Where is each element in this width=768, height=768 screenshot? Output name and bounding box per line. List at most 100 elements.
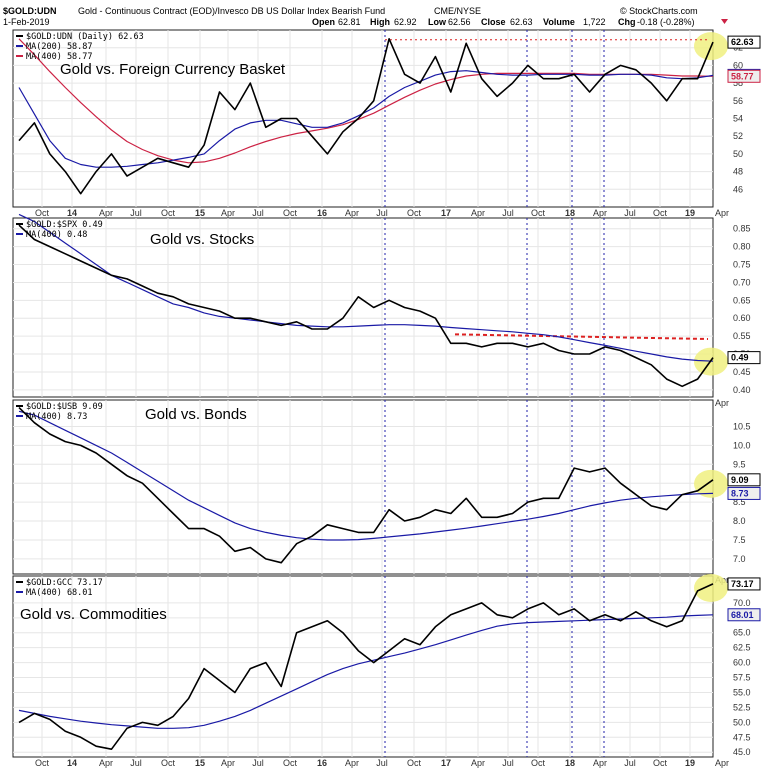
legend-entry: MA(200) 58.87 bbox=[26, 42, 93, 52]
value-badge-label: 62.63 bbox=[731, 37, 754, 47]
x-tick-label: Oct bbox=[161, 758, 176, 768]
chart-panel-2: 0.400.450.500.550.600.650.700.750.800.85… bbox=[12, 213, 761, 408]
y-tick-label: 50.0 bbox=[733, 717, 751, 727]
x-tick-label: Apr bbox=[345, 208, 359, 218]
y-tick-label: 0.70 bbox=[733, 277, 751, 287]
legend-entry: MA(400) 0.48 bbox=[26, 230, 87, 240]
x-tick-label: Oct bbox=[161, 208, 176, 218]
series-line-ma-400 bbox=[18, 614, 714, 729]
x-tick-label: Oct bbox=[653, 758, 668, 768]
y-tick-label: 48 bbox=[733, 167, 743, 177]
y-tick-label: 0.80 bbox=[733, 242, 751, 252]
y-tick-label: 70.0 bbox=[733, 598, 751, 608]
series-line-gold-spx bbox=[18, 224, 714, 388]
x-tick-label: Oct bbox=[407, 758, 422, 768]
x-tick-label: Apr bbox=[715, 758, 729, 768]
x-tick-label: 15 bbox=[195, 208, 205, 218]
x-tick-label: 17 bbox=[441, 758, 451, 768]
highlight-ellipse bbox=[694, 573, 728, 602]
x-tick-label: Apr bbox=[593, 758, 607, 768]
series-line-gold-usb bbox=[18, 407, 714, 564]
value-badge-label: 0.49 bbox=[731, 353, 749, 363]
value-badge bbox=[727, 351, 761, 365]
high-label: High bbox=[370, 17, 390, 27]
exchange-label: CME/NYSE bbox=[434, 6, 481, 16]
chg-label: Chg bbox=[618, 17, 636, 27]
x-tick-label: 18 bbox=[565, 208, 575, 218]
y-tick-label: 9.5 bbox=[733, 459, 746, 469]
y-tick-label: 55.0 bbox=[733, 687, 751, 697]
legend-entry: $GOLD:$SPX 0.49 bbox=[26, 220, 103, 230]
chg-value: -0.18 (-0.28%) bbox=[637, 17, 695, 27]
close-value: 62.63 bbox=[510, 17, 533, 27]
x-tick-label: Jul bbox=[502, 208, 514, 218]
x-tick-label: Apr bbox=[345, 758, 359, 768]
value-badge bbox=[727, 473, 761, 487]
y-tick-label: 52.5 bbox=[733, 702, 751, 712]
y-tick-label: 62.5 bbox=[733, 643, 751, 653]
x-tick-label: Jul bbox=[252, 208, 264, 218]
x-tick-label: 16 bbox=[317, 208, 327, 218]
panel-annotation: Gold vs. Bonds bbox=[145, 406, 247, 423]
ohlc-stats: Open 62.81 High 62.92 Low 62.56 Close 62… bbox=[312, 17, 728, 27]
y-tick-label: 60.0 bbox=[733, 658, 751, 668]
legend-entry: MA(400) 68.01 bbox=[26, 588, 93, 598]
low-value: 62.56 bbox=[448, 17, 471, 27]
x-tick-label: Apr bbox=[221, 758, 235, 768]
value-badge-label: 8.73 bbox=[731, 488, 749, 498]
x-tick-label: Jul bbox=[130, 208, 142, 218]
open-label: Open bbox=[312, 17, 335, 27]
x-tick-label: Jul bbox=[252, 758, 264, 768]
y-tick-label: 0.55 bbox=[733, 331, 751, 341]
x-tick-label: Oct bbox=[35, 758, 50, 768]
y-tick-label: 57.5 bbox=[733, 673, 751, 683]
down-arrow-icon bbox=[721, 19, 728, 24]
x-tick-label: Oct bbox=[35, 208, 50, 218]
panel-frame bbox=[12, 399, 714, 575]
x-tick-label: Apr bbox=[715, 398, 729, 408]
resistance-line bbox=[454, 333, 709, 341]
value-badge-label: 73.17 bbox=[731, 579, 754, 589]
x-tick-label: Apr bbox=[221, 208, 235, 218]
legend-entry: $GOLD:$USB 9.09 bbox=[26, 402, 103, 412]
legend-entry: MA(400) 58.77 bbox=[26, 52, 93, 62]
stockcharts-watermark: © StockCharts.com bbox=[620, 6, 698, 16]
legend-entry: $GOLD:UDN (Daily) 62.63 bbox=[26, 32, 144, 42]
series-line-gold-gcc bbox=[18, 583, 714, 750]
panel-frame bbox=[12, 217, 714, 398]
x-tick-label: Jul bbox=[502, 758, 514, 768]
panel-annotation: Gold vs. Commodities bbox=[20, 606, 167, 623]
x-tick-label: Apr bbox=[471, 208, 485, 218]
x-tick-label: 17 bbox=[441, 208, 451, 218]
x-tick-label: 14 bbox=[67, 208, 77, 218]
x-tick-label: Apr bbox=[471, 758, 485, 768]
value-badge-label: 68.01 bbox=[731, 610, 754, 620]
y-tick-label: 0.75 bbox=[733, 260, 751, 270]
x-tick-label: Apr bbox=[99, 758, 113, 768]
y-tick-label: 50 bbox=[733, 149, 743, 159]
y-tick-label: 47.5 bbox=[733, 732, 751, 742]
value-badge bbox=[727, 69, 761, 83]
y-tick-label: 56 bbox=[733, 96, 743, 106]
y-tick-label: 7.5 bbox=[733, 535, 746, 545]
x-tick-label: Oct bbox=[653, 208, 668, 218]
x-tick-label: Jul bbox=[376, 208, 388, 218]
y-tick-label: 45.0 bbox=[733, 747, 751, 757]
panel-annotation: Gold vs. Foreign Currency Basket bbox=[60, 61, 286, 78]
x-tick-label: Jul bbox=[624, 758, 636, 768]
chart-date: 1-Feb-2019 bbox=[3, 17, 50, 27]
series-line-ma-400 bbox=[18, 38, 714, 164]
value-badge-label: 58.77 bbox=[731, 71, 754, 81]
x-tick-label: Jul bbox=[624, 208, 636, 218]
y-tick-label: 0.45 bbox=[733, 367, 751, 377]
x-tick-label: 19 bbox=[685, 758, 695, 768]
series-line-ma-400 bbox=[18, 410, 714, 541]
series-line-ma-400 bbox=[18, 213, 714, 362]
y-tick-label: 10.0 bbox=[733, 440, 751, 450]
value-badge-label: 9.09 bbox=[731, 475, 749, 485]
x-tick-label: 18 bbox=[565, 758, 575, 768]
chart-panel-4: 45.047.550.052.555.057.560.062.565.067.5… bbox=[12, 573, 761, 768]
y-tick-label: 60 bbox=[733, 60, 743, 70]
value-badge bbox=[727, 608, 761, 622]
y-tick-label: 7.0 bbox=[733, 554, 746, 564]
